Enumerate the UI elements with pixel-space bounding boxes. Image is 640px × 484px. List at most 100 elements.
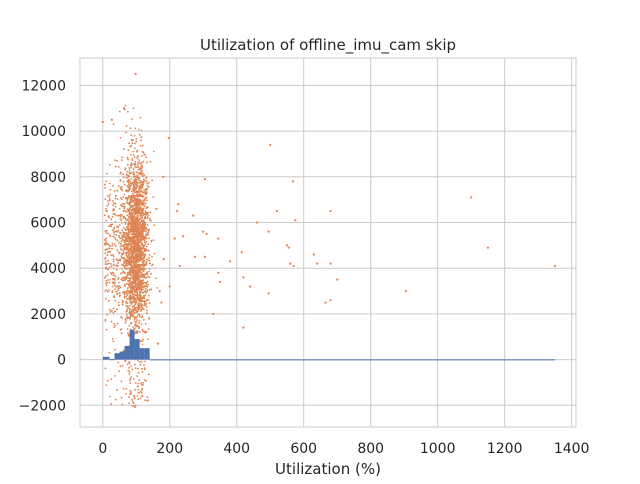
scatter-point [142, 384, 144, 386]
scatter-point [133, 397, 135, 399]
scatter-point [121, 332, 123, 334]
scatter-point [124, 184, 126, 186]
scatter-point [137, 386, 139, 388]
scatter-point [131, 247, 133, 249]
scatter-point [109, 352, 111, 354]
scatter-point [133, 229, 135, 231]
scatter-point [128, 186, 130, 188]
scatter-point [140, 117, 142, 119]
scatter-point [137, 191, 139, 193]
scatter-point [132, 254, 134, 256]
scatter-point [146, 299, 148, 301]
scatter-point [141, 255, 143, 257]
scatter-point [205, 233, 207, 235]
scatter-point [136, 204, 138, 206]
scatter-point [105, 220, 107, 222]
scatter-point [121, 254, 123, 256]
scatter-point [143, 208, 145, 210]
scatter-point [108, 203, 110, 205]
y-tick-label: 0 [57, 353, 66, 369]
scatter-point [143, 298, 145, 300]
scatter-point [149, 260, 151, 262]
scatter-point [140, 171, 142, 173]
scatter-point [138, 372, 140, 374]
scatter-point [157, 343, 159, 345]
scatter-point [128, 268, 130, 270]
scatter-point [114, 190, 116, 192]
scatter-point [137, 360, 139, 362]
scatter-point [121, 230, 123, 232]
scatter-point [122, 157, 124, 159]
scatter-point [113, 261, 115, 263]
scatter-point [143, 178, 145, 180]
scatter-point [133, 310, 135, 312]
scatter-point [125, 305, 127, 307]
scatter-point [111, 310, 113, 312]
scatter-point [138, 169, 140, 171]
scatter-point [134, 195, 136, 197]
scatter-point [149, 262, 151, 264]
scatter-point [146, 191, 148, 193]
scatter-cluster [104, 105, 158, 409]
scatter-point [143, 175, 145, 177]
scatter-point [127, 159, 129, 161]
scatter-point [149, 218, 151, 220]
scatter-point [135, 176, 137, 178]
scatter-point [133, 212, 135, 214]
scatter-point [133, 154, 135, 156]
scatter-point [124, 228, 126, 230]
scatter-point [149, 254, 151, 256]
scatter-point [144, 228, 146, 230]
scatter-point [121, 380, 123, 382]
scatter-point [107, 279, 109, 281]
scatter-point [118, 304, 120, 306]
scatter-point [132, 300, 134, 302]
scatter-point [131, 229, 133, 231]
scatter-point [122, 280, 124, 282]
scatter-point [136, 227, 138, 229]
scatter-point [153, 151, 155, 153]
scatter-point [147, 299, 149, 301]
scatter-point [139, 276, 141, 278]
scatter-point [126, 314, 128, 316]
scatter-point [142, 371, 144, 373]
scatter-point [145, 233, 147, 235]
scatter-point [127, 244, 129, 246]
scatter-point [120, 197, 122, 199]
scatter-point [123, 148, 125, 150]
scatter-point [147, 185, 149, 187]
scatter-point [128, 167, 130, 169]
scatter-point [405, 290, 407, 292]
scatter-point [130, 378, 132, 380]
scatter-point [137, 277, 139, 279]
scatter-point [112, 229, 114, 231]
plot-frame [80, 58, 576, 427]
scatter-point [112, 286, 114, 288]
scatter-point [138, 305, 140, 307]
scatter-point [120, 278, 122, 280]
scatter-point [120, 218, 122, 220]
scatter-point [141, 384, 143, 386]
scatter-point [139, 163, 141, 165]
scatter-point [146, 162, 148, 164]
histogram-bar [140, 348, 145, 359]
scatter-point [127, 199, 129, 201]
scatter-point [148, 373, 150, 375]
scatter-point [470, 196, 472, 198]
scatter-point [147, 243, 149, 245]
scatter-point [133, 405, 135, 407]
scatter-point [122, 203, 124, 205]
scatter-point [141, 162, 143, 164]
scatter-point [131, 268, 133, 270]
scatter-point [117, 198, 119, 200]
scatter-point [119, 292, 121, 294]
scatter-point [142, 161, 144, 163]
scatter-point [113, 268, 115, 270]
scatter-point [132, 369, 134, 371]
scatter-point [110, 189, 112, 191]
scatter-point [125, 218, 127, 220]
scatter-point [139, 331, 141, 333]
scatter-point [142, 344, 144, 346]
scatter-point [141, 236, 143, 238]
scatter-point [135, 138, 137, 140]
